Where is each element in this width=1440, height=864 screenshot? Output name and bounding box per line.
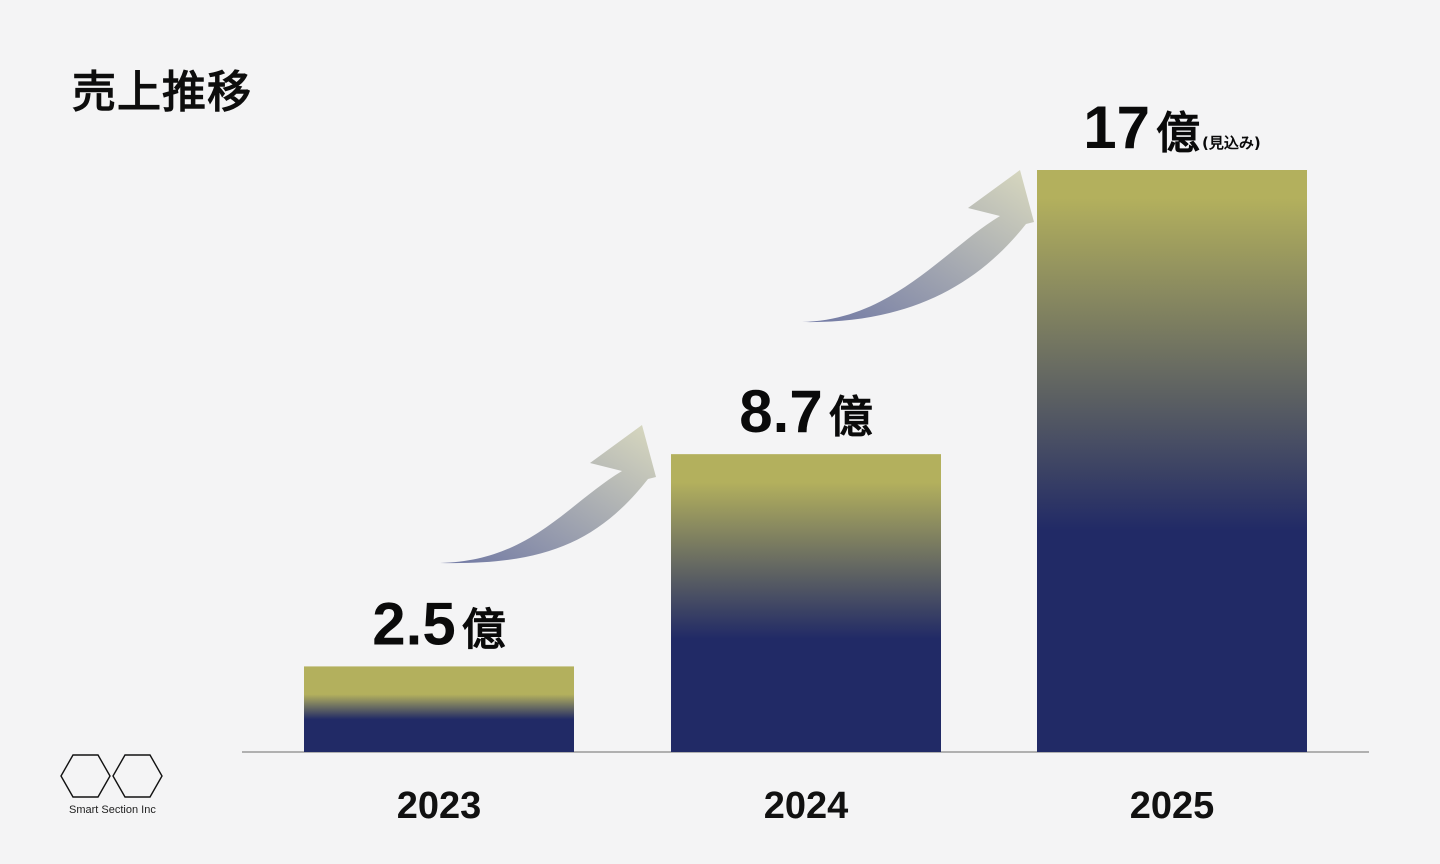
bar-2025: [1037, 170, 1307, 752]
growth-arrow-icon-2: [802, 170, 1034, 323]
growth-arrow-icon-1: [440, 425, 656, 564]
page-title: 売上推移: [72, 67, 252, 118]
bar-2023: [304, 666, 574, 752]
x-tick-label-2024: 2024: [764, 785, 849, 827]
hexagon-pair-logo-icon: [60, 754, 163, 798]
bar-2024: [671, 454, 941, 752]
company-logo: Smart Section Inc: [58, 752, 168, 816]
value-label-2023: 2.5 億: [372, 590, 505, 657]
x-tick-label-2023: 2023: [397, 785, 482, 827]
logo-company-name: Smart Section Inc: [69, 804, 156, 816]
value-label-2024: 8.7 億: [739, 378, 872, 445]
value-label-2025: 17 億 (見込み): [1083, 94, 1260, 161]
x-tick-label-2025: 2025: [1130, 785, 1215, 827]
